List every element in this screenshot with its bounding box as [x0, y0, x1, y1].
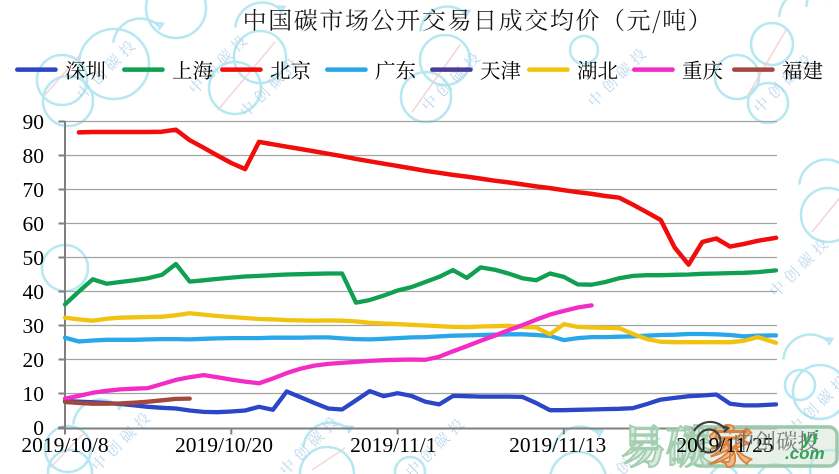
svg-text:2019/11/25: 2019/11/25	[676, 433, 773, 457]
svg-text:2019/11/13: 2019/11/13	[509, 433, 606, 457]
svg-text:70: 70	[23, 178, 45, 202]
svg-text:2019/10/8: 2019/10/8	[21, 433, 108, 457]
svg-text:20: 20	[23, 348, 45, 372]
svg-text:90: 90	[23, 110, 45, 134]
svg-text:30: 30	[23, 314, 45, 338]
svg-text:10: 10	[23, 382, 45, 406]
svg-text:yi: yi	[801, 428, 819, 449]
svg-text:0: 0	[33, 416, 44, 440]
svg-text:60: 60	[23, 212, 45, 236]
svg-text:2019/10/20: 2019/10/20	[175, 433, 273, 457]
svg-text:80: 80	[23, 144, 45, 168]
svg-text:50: 50	[23, 246, 45, 270]
svg-text:2019/11/1: 2019/11/1	[350, 433, 436, 457]
svg-text:.com: .com	[785, 444, 825, 463]
svg-text:40: 40	[23, 280, 45, 304]
